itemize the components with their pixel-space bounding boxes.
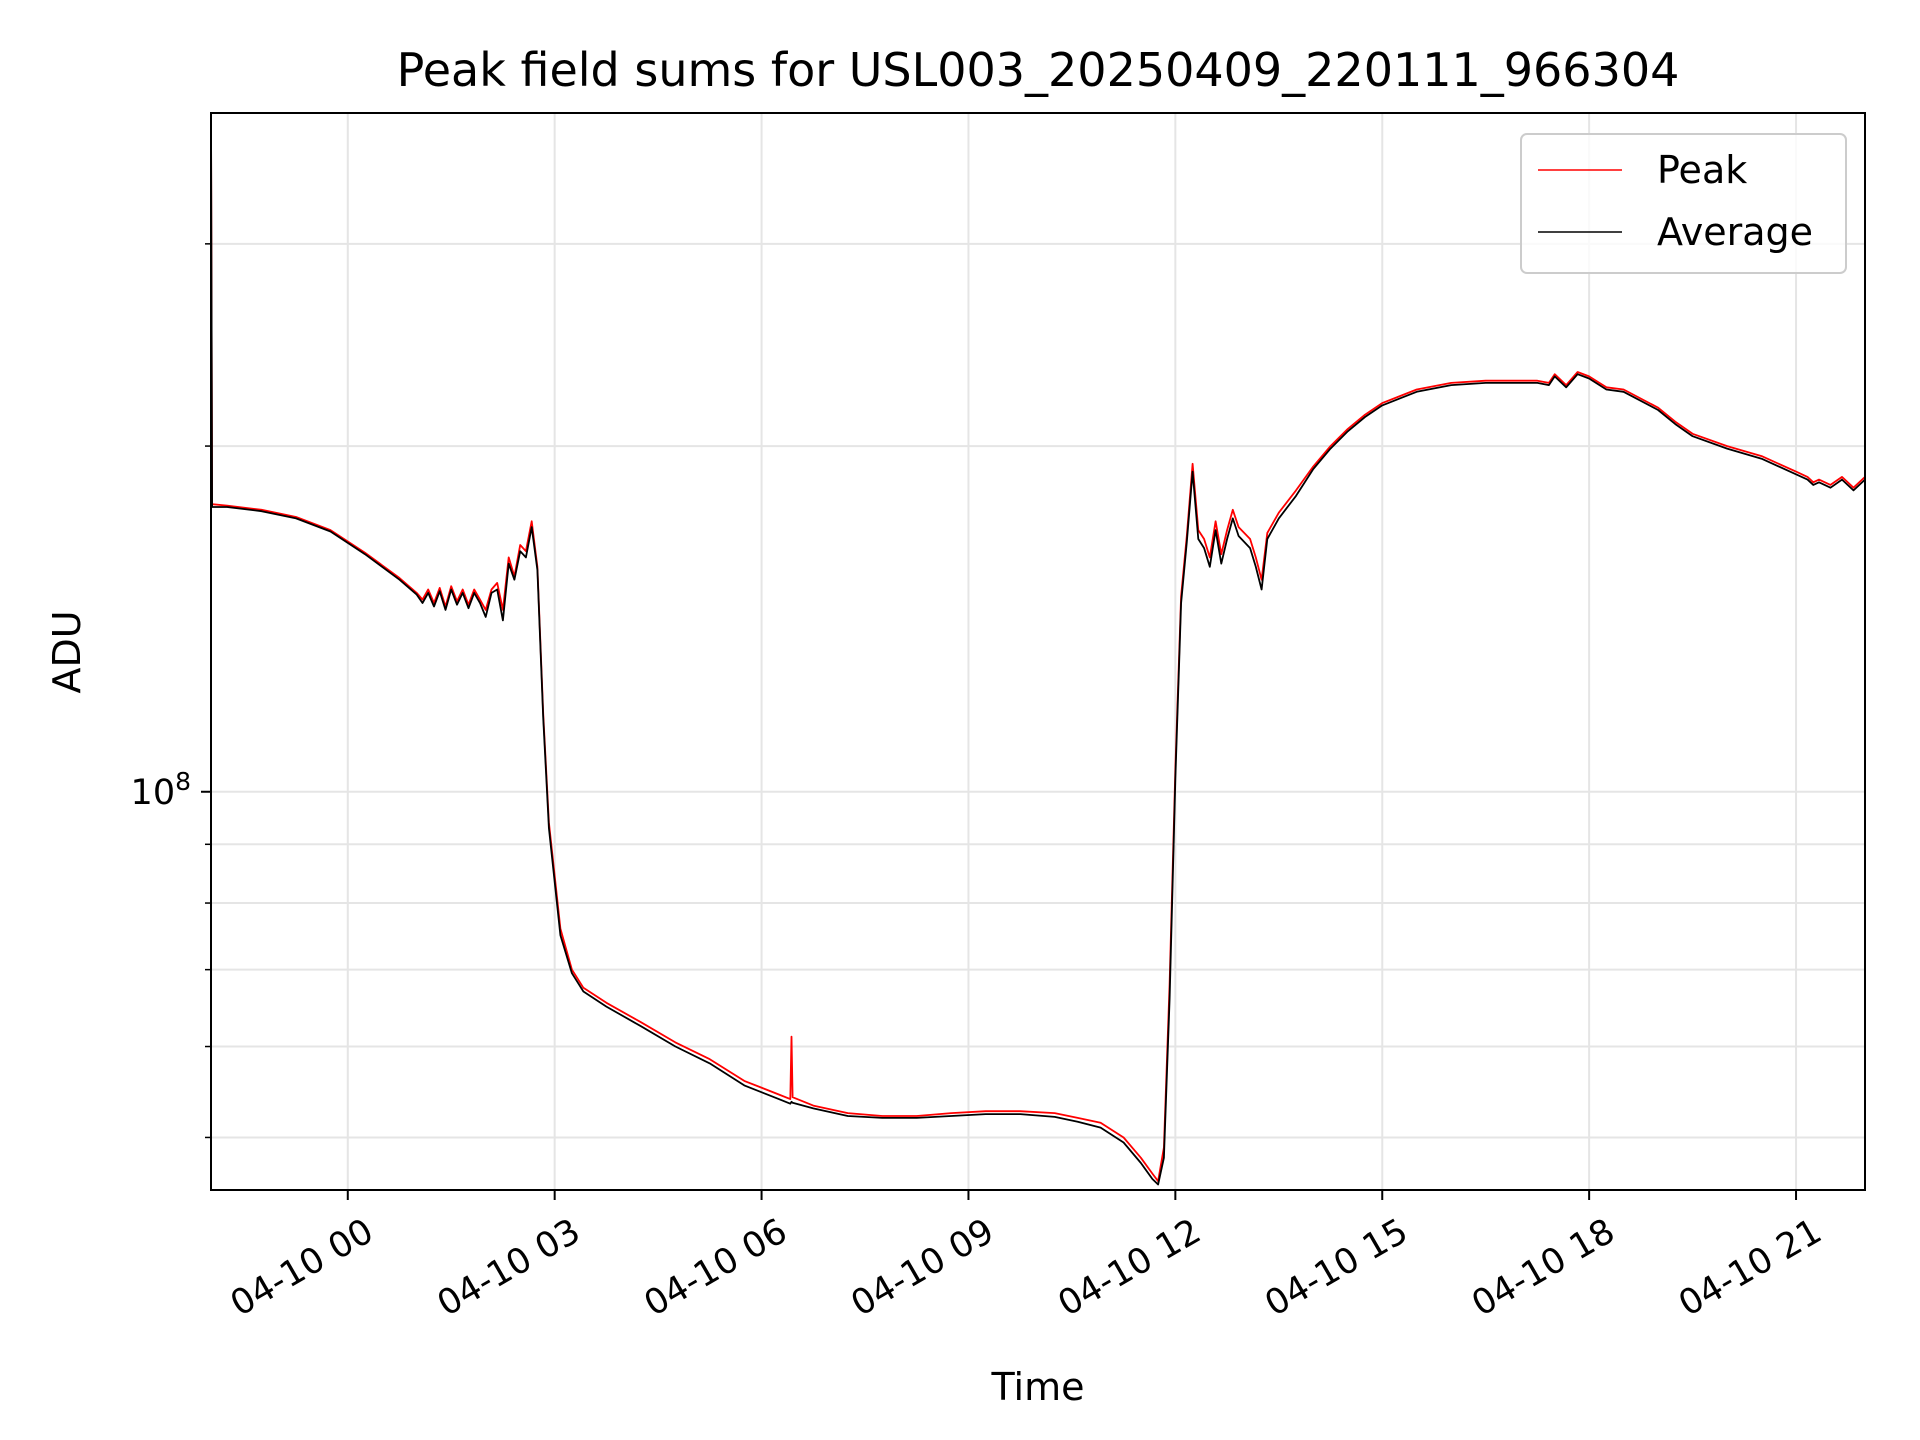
x-tick-label: 04-10 00 xyxy=(224,1211,380,1324)
x-tick-label: 04-10 21 xyxy=(1672,1211,1828,1324)
x-tick-label: 04-10 03 xyxy=(431,1211,587,1324)
x-tick-label: 04-10 12 xyxy=(1052,1211,1208,1324)
y-axis: 108 xyxy=(131,243,211,1139)
x-axis-title: Time xyxy=(991,1365,1085,1409)
legend: Peak Average xyxy=(1520,133,1847,274)
x-tick-label: 04-10 06 xyxy=(638,1211,794,1324)
plot-frame xyxy=(210,112,1866,1191)
series-layer xyxy=(210,112,1866,1186)
y-tick-label: 108 xyxy=(131,767,191,813)
chart-title: Peak field sums for USL003_20250409_2201… xyxy=(397,43,1680,97)
x-tick-label: 04-10 09 xyxy=(845,1211,1001,1324)
grid xyxy=(211,113,1865,1190)
y-axis-title: ADU xyxy=(45,610,89,693)
legend-box xyxy=(1520,133,1847,274)
legend-label-average: Average xyxy=(1657,210,1813,254)
legend-label-peak: Peak xyxy=(1657,148,1747,192)
x-tick-label: 04-10 15 xyxy=(1258,1211,1414,1324)
x-tick-label: 04-10 18 xyxy=(1465,1211,1621,1324)
x-axis: 04-10 00 04-10 03 04-10 06 04-10 09 04-10 12… xyxy=(224,1190,1829,1325)
series-line-peak xyxy=(210,112,1866,1183)
series-line-average xyxy=(210,112,1866,1186)
